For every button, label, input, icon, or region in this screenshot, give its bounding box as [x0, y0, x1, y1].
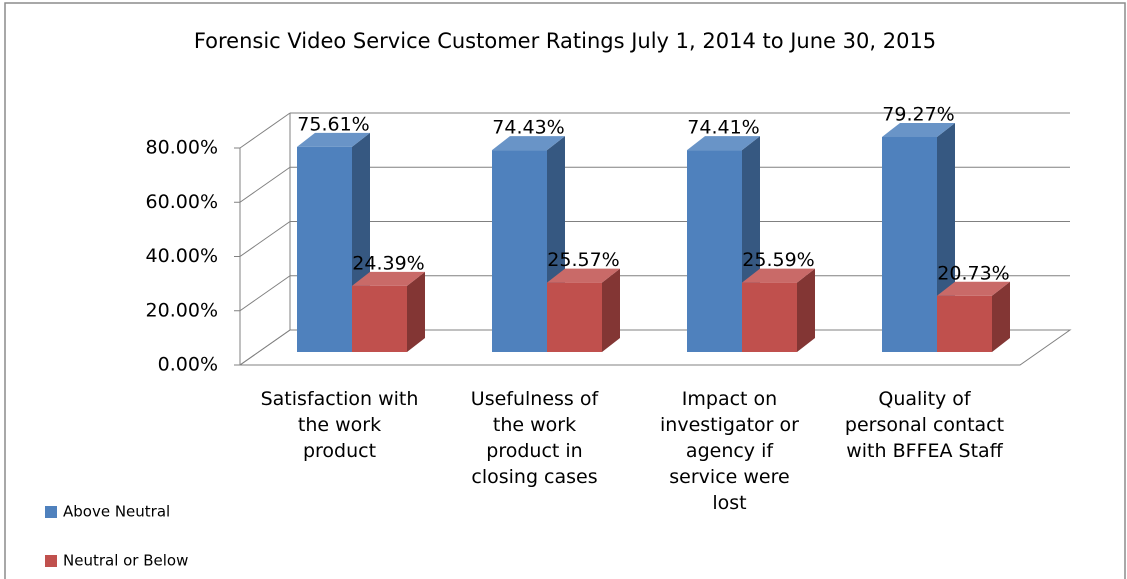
bar-top [297, 132, 370, 147]
bar-side [407, 271, 425, 352]
bar-front [742, 282, 797, 352]
bar [937, 281, 1010, 352]
x-tick-label: Impact on investigator or agency if serv… [660, 388, 799, 514]
legend-swatch [45, 555, 57, 567]
bar-front [297, 146, 352, 352]
chart-title: Forensic Video Service Customer Ratings … [194, 29, 936, 53]
bar-front [547, 282, 602, 352]
bar-side [602, 268, 620, 352]
data-label: 25.57% [547, 249, 619, 271]
bar-top [937, 281, 1010, 296]
bar-top [687, 136, 760, 151]
legend-swatch [45, 506, 57, 518]
bar [742, 268, 815, 352]
x-tick-label: Satisfaction with the work product [260, 388, 419, 462]
x-tick-label: Quality of personal contact with BFFEA S… [844, 388, 1005, 462]
bar-top [547, 268, 620, 283]
data-label: 20.73% [937, 262, 1009, 284]
grid-diagonal [239, 329, 291, 366]
bar-side [797, 268, 815, 352]
legend-label: Above Neutral [63, 503, 170, 521]
grid-diagonal [239, 221, 291, 257]
y-tick-label: 40.00% [146, 245, 218, 267]
bar-front [352, 285, 407, 352]
bar-side [992, 281, 1010, 352]
bar-front [687, 150, 742, 352]
data-label: 25.59% [742, 249, 814, 271]
bar-top [352, 271, 425, 286]
bar-front [882, 136, 937, 352]
data-label: 75.61% [297, 113, 369, 135]
data-label: 74.41% [687, 117, 759, 139]
frame [4, 2, 1126, 579]
bar-top [882, 122, 955, 137]
bar [547, 268, 620, 352]
bar-top [492, 136, 565, 151]
legend-label: Neutral or Below [63, 552, 188, 570]
y-tick-label: 0.00% [158, 354, 218, 376]
y-tick-label: 60.00% [146, 191, 218, 213]
x-tick-label: Usefulness of the work product in closin… [470, 388, 599, 488]
grid-diagonal [239, 112, 291, 149]
bar [352, 271, 425, 352]
y-tick-label: 20.00% [146, 299, 218, 321]
data-label: 24.39% [352, 252, 424, 274]
data-label: 79.27% [882, 103, 954, 125]
bar [297, 132, 370, 352]
bar-front [492, 150, 547, 352]
grid-diagonal [239, 275, 291, 312]
grid-diagonal [239, 166, 291, 203]
bar-top [742, 268, 815, 283]
data-label: 74.43% [492, 117, 564, 139]
bar-front [937, 295, 992, 352]
y-tick-label: 80.00% [146, 137, 218, 159]
